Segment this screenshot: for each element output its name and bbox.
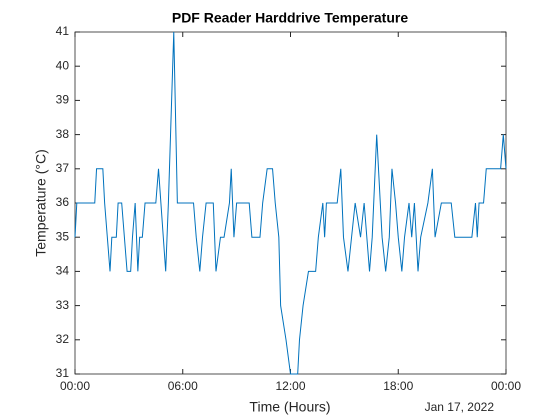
x-tick-label: 00:00 bbox=[491, 379, 521, 393]
x-tick-label: 18:00 bbox=[383, 379, 413, 393]
y-tick-label: 38 bbox=[56, 127, 70, 141]
x-tick-label: 00:00 bbox=[60, 379, 90, 393]
y-axis-label: Temperature (°C) bbox=[33, 149, 49, 257]
x-axis-label: Time (Hours) bbox=[249, 399, 330, 415]
y-tick-label: 40 bbox=[56, 58, 70, 72]
y-tick-label: 41 bbox=[56, 24, 70, 38]
x-tick-label: 12:00 bbox=[275, 379, 305, 393]
y-tick-label: 37 bbox=[56, 161, 70, 175]
date-annotation: Jan 17, 2022 bbox=[425, 400, 495, 414]
y-tick-label: 39 bbox=[56, 93, 70, 107]
chart-title: PDF Reader Harddrive Temperature bbox=[172, 10, 408, 26]
data-line bbox=[74, 31, 507, 375]
y-tick-label: 33 bbox=[56, 298, 70, 312]
x-tick-label: 06:00 bbox=[168, 379, 198, 393]
y-tick-label: 35 bbox=[56, 229, 70, 243]
y-tick-label: 36 bbox=[56, 195, 70, 209]
y-tick-label: 34 bbox=[56, 264, 70, 278]
y-tick-label: 32 bbox=[56, 332, 70, 346]
y-tick-label: 31 bbox=[56, 366, 70, 380]
